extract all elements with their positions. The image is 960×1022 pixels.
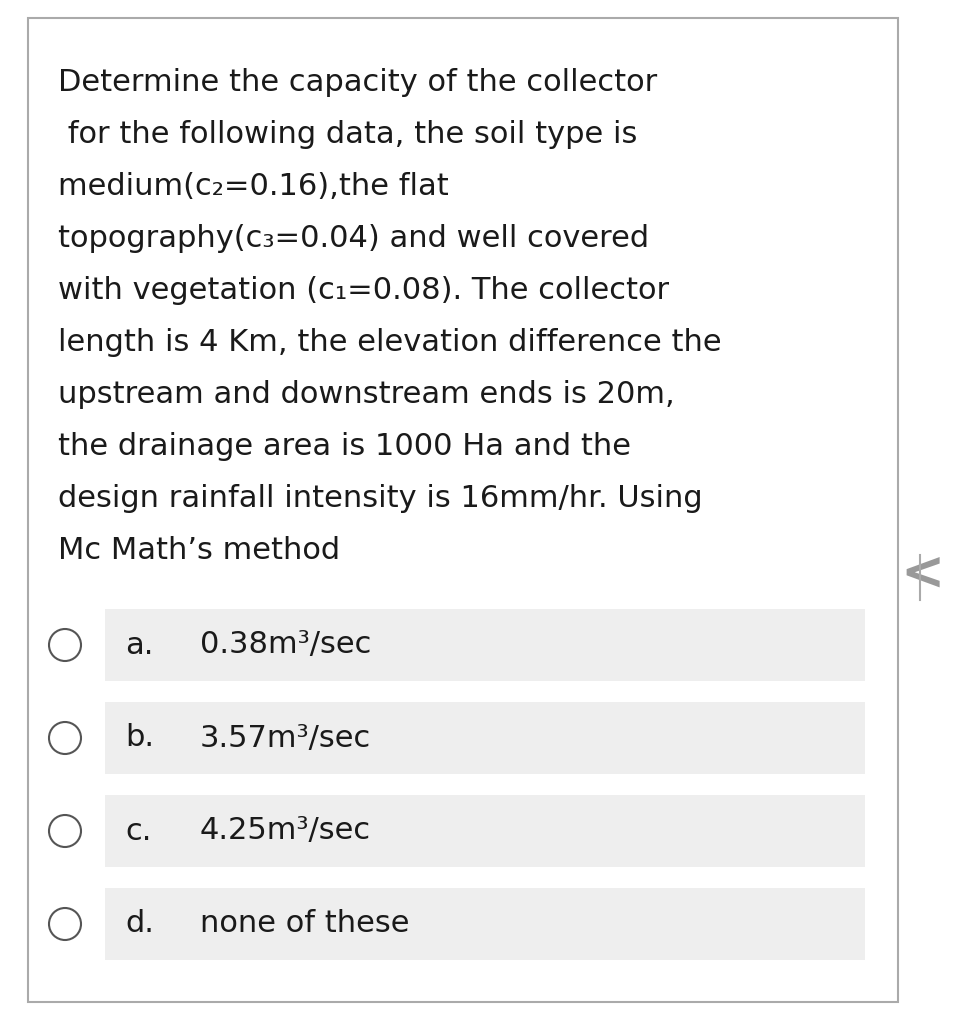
Text: c.: c.	[125, 817, 152, 845]
Text: for the following data, the soil type is: for the following data, the soil type is	[58, 120, 637, 149]
Text: <: <	[900, 549, 945, 601]
Text: none of these: none of these	[200, 910, 410, 938]
Text: topography(c₃=0.04) and well covered: topography(c₃=0.04) and well covered	[58, 224, 649, 253]
Circle shape	[49, 722, 81, 754]
Text: a.: a.	[125, 631, 154, 659]
Text: 4.25m³/sec: 4.25m³/sec	[200, 817, 372, 845]
Text: d.: d.	[125, 910, 154, 938]
Text: Determine the capacity of the collector: Determine the capacity of the collector	[58, 68, 658, 97]
Circle shape	[49, 908, 81, 940]
Text: Mc Math’s method: Mc Math’s method	[58, 536, 340, 565]
Text: with vegetation (c₁=0.08). The collector: with vegetation (c₁=0.08). The collector	[58, 276, 669, 305]
FancyBboxPatch shape	[105, 609, 865, 681]
Text: the drainage area is 1000 Ha and the: the drainage area is 1000 Ha and the	[58, 432, 631, 461]
Text: 0.38m³/sec: 0.38m³/sec	[200, 631, 372, 659]
FancyBboxPatch shape	[105, 795, 865, 867]
Circle shape	[49, 629, 81, 661]
Text: upstream and downstream ends is 20m,: upstream and downstream ends is 20m,	[58, 380, 675, 409]
Text: medium(c₂=0.16),the flat: medium(c₂=0.16),the flat	[58, 172, 448, 201]
FancyBboxPatch shape	[105, 702, 865, 774]
Text: 3.57m³/sec: 3.57m³/sec	[200, 724, 372, 752]
Text: design rainfall intensity is 16mm/hr. Using: design rainfall intensity is 16mm/hr. Us…	[58, 484, 703, 513]
Circle shape	[49, 815, 81, 847]
FancyBboxPatch shape	[28, 18, 898, 1002]
FancyBboxPatch shape	[105, 888, 865, 960]
Text: b.: b.	[125, 724, 154, 752]
Text: length is 4 Km, the elevation difference the: length is 4 Km, the elevation difference…	[58, 328, 722, 357]
